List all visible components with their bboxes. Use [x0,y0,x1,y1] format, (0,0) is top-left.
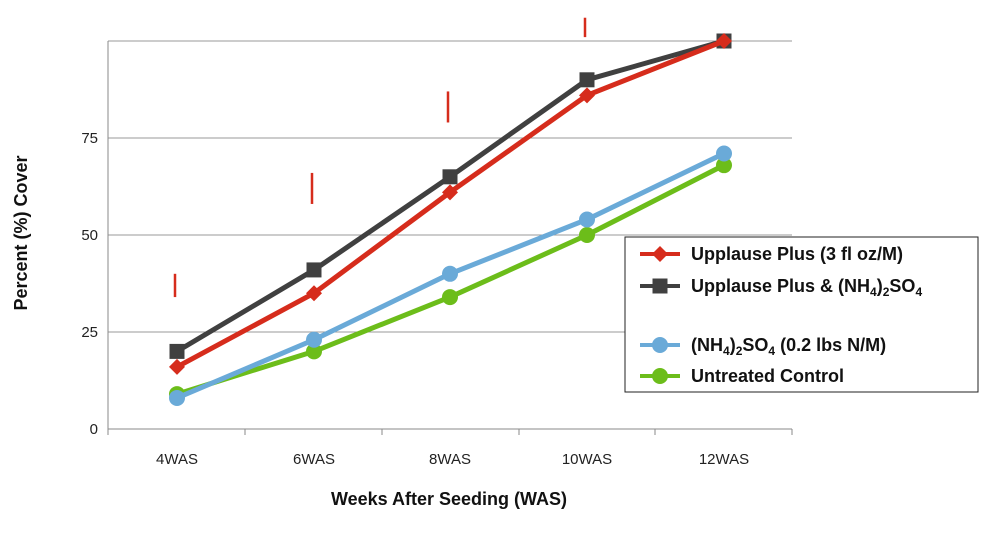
data-point [169,389,185,406]
data-point [579,87,595,104]
y-tick-label: 0 [90,421,98,438]
data-point [716,33,732,49]
x-tick-label: 10WAS [562,451,612,468]
data-point [442,289,458,306]
legend-label: Upplause Plus (3 fl oz/M) [691,244,903,264]
x-axis-title: Weeks After Seeding (WAS) [331,489,567,509]
data-point [442,169,458,185]
data-point [442,265,458,282]
y-tick-label: 75 [81,130,98,147]
y-axis-title: Percent (%) Cover [11,155,31,310]
error-markers [173,17,587,298]
data-point [306,331,322,348]
x-axis-ticks: 4WAS 6WAS 8WAS 10WAS 12WAS [156,451,749,468]
data-point [169,343,185,359]
legend-marker [652,368,668,384]
data-point [579,72,595,88]
gridlines [107,40,793,435]
data-point [716,157,732,174]
x-tick-label: 4WAS [156,451,198,468]
legend-marker [652,278,668,294]
y-tick-label: 25 [81,324,98,341]
legend-marker [652,246,668,262]
legend-label: (NH4)2SO4 (0.2 lbs N/M) [691,335,886,358]
x-tick-label: 6WAS [293,451,335,468]
data-point [579,211,595,228]
legend: Upplause Plus (3 fl oz/M) Upplause Plus &… [624,236,979,393]
legend-label: Upplause Plus & (NH4)2SO4 [691,276,922,299]
data-point [306,262,322,278]
data-point [169,358,185,375]
x-tick-label: 12WAS [699,451,749,468]
legend-label: Untreated Control [691,366,844,386]
legend-box [624,236,979,393]
data-point [716,145,732,162]
y-axis-ticks: 0 25 50 75 [81,130,98,438]
data-point [306,343,322,360]
legend-marker [652,337,668,353]
data-point [442,184,458,201]
x-tick-label: 8WAS [429,451,471,468]
series-layer [169,33,732,406]
y-tick-label: 50 [81,227,98,244]
data-point [579,227,595,243]
data-point [306,285,322,302]
